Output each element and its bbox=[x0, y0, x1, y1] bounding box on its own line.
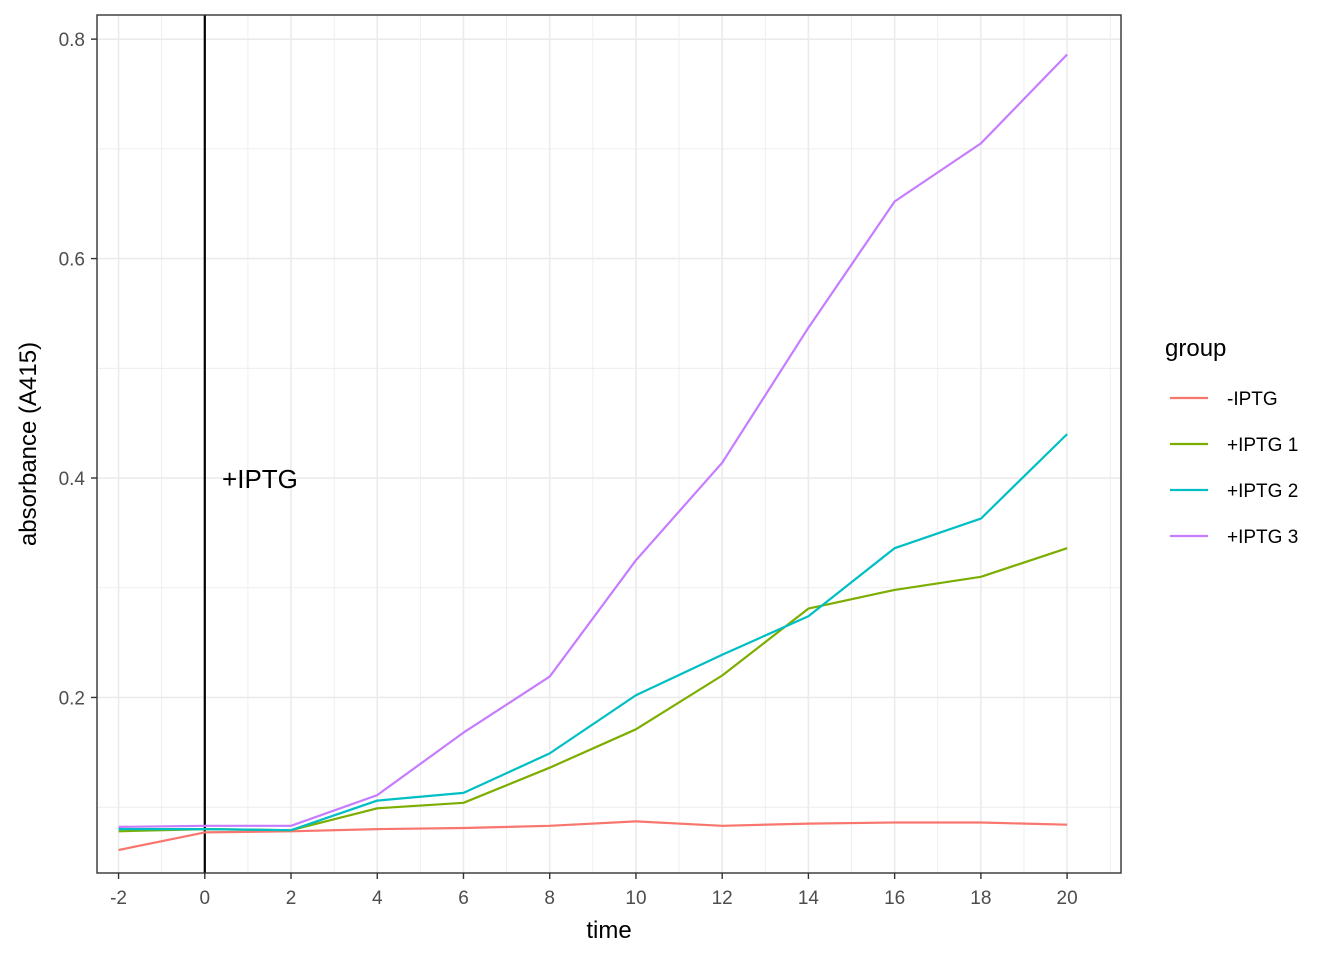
y-tick-label: 0.2 bbox=[59, 688, 85, 709]
x-tick-label: 16 bbox=[884, 888, 905, 909]
series-line-0 bbox=[118, 820, 1068, 852]
x-tick-label: 18 bbox=[970, 888, 991, 909]
legend-label-1: +IPTG 1 bbox=[1227, 435, 1298, 456]
x-tick-label: 2 bbox=[286, 888, 297, 909]
x-tick-label: 8 bbox=[544, 888, 555, 909]
legend-label-0: -IPTG bbox=[1227, 389, 1278, 410]
series-layer bbox=[118, 53, 1068, 852]
series-line-2 bbox=[118, 433, 1068, 832]
plot-panel-border bbox=[96, 14, 1122, 874]
x-tick-label: 14 bbox=[798, 888, 820, 909]
x-axis-title: time bbox=[586, 917, 631, 944]
legend-label-3: +IPTG 3 bbox=[1227, 527, 1298, 548]
x-tick-label: 0 bbox=[200, 888, 211, 909]
y-axis-title: absorbance (A415) bbox=[15, 342, 42, 546]
legend-title: group bbox=[1165, 335, 1226, 362]
legend-label-2: +IPTG 2 bbox=[1227, 481, 1298, 502]
y-tick-label: 0.8 bbox=[59, 30, 85, 51]
legend: group -IPTG +IPTG 1 +IPTG 2 +IPTG 3 bbox=[1165, 335, 1298, 548]
x-tick-label: 20 bbox=[1057, 888, 1078, 909]
x-tick-label: 10 bbox=[625, 888, 646, 909]
x-tick-label: -2 bbox=[110, 888, 127, 909]
axis-layer: -2 0 2 4 6 8 10 12 14 16 18 20 0.2 0.4 0.6 0.8 bbox=[59, 30, 1078, 909]
y-tick-label: 0.4 bbox=[59, 469, 86, 490]
series-line-3 bbox=[118, 53, 1068, 828]
y-tick-label: 0.6 bbox=[59, 250, 85, 271]
x-tick-label: 4 bbox=[372, 888, 383, 909]
x-tick-label: 6 bbox=[458, 888, 469, 909]
x-tick-label: 12 bbox=[712, 888, 733, 909]
vline-annotation: +IPTG bbox=[222, 464, 298, 494]
